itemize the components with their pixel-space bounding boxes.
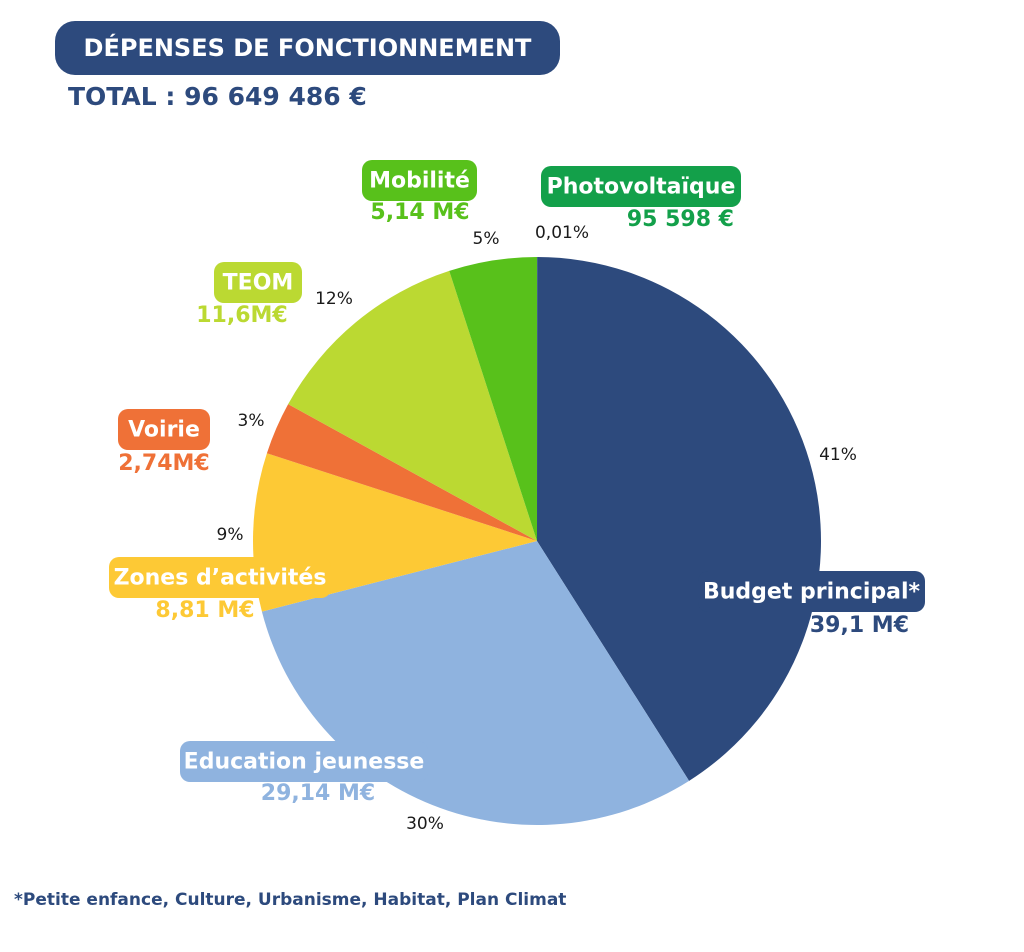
slice-name-badge [362, 160, 477, 201]
slice-amount-label: 39,1 M€ [810, 613, 909, 638]
slice-percent-label: 12% [315, 289, 353, 309]
slice-amount-label: 8,81 M€ [155, 598, 254, 623]
slice-name-label: Photovoltaïque [547, 175, 736, 200]
slice-amount-label: 2,74M€ [118, 451, 209, 476]
slice-name-label: Voirie [128, 418, 200, 443]
slice-amount-label: 5,14 M€ [370, 200, 469, 225]
slice-name-badge [541, 166, 741, 207]
slice-amount-label: 29,14 M€ [261, 781, 375, 806]
slice-percent-label: 5% [473, 229, 500, 249]
pie-slice [288, 270, 537, 541]
slice-name-badge [698, 571, 925, 612]
slice-percent-label: 0,01% [535, 223, 589, 243]
slice-amount-label: 11,6M€ [196, 303, 287, 328]
footnote: *Petite enfance, Culture, Urbanisme, Hab… [14, 890, 567, 910]
pie-slice [537, 257, 821, 781]
slice-amount-label: 95 598 € [627, 207, 734, 232]
slice-name-badge [180, 741, 428, 782]
slice-name-badge [109, 557, 331, 598]
slice-name-label: Education jeunesse [184, 750, 425, 775]
slice-name-label: Mobilité [369, 169, 470, 194]
page-title: DÉPENSES DE FONCTIONNEMENT [55, 21, 560, 75]
slice-percent-label: 3% [238, 411, 265, 431]
slice-name-badge [118, 409, 210, 450]
slice-name-label: TEOM [223, 271, 294, 296]
total-amount: TOTAL : 96 649 486 € [68, 82, 367, 111]
slice-name-label: Zones d’activités [114, 566, 327, 591]
slice-name-badge [214, 262, 302, 303]
pie-slice [449, 257, 537, 541]
slice-percent-label: 9% [217, 525, 244, 545]
slice-name-label: Budget principal* [703, 580, 921, 605]
slice-percent-label: 30% [406, 814, 444, 834]
pie-slice [266, 404, 537, 541]
slice-percent-label: 41% [819, 445, 857, 465]
